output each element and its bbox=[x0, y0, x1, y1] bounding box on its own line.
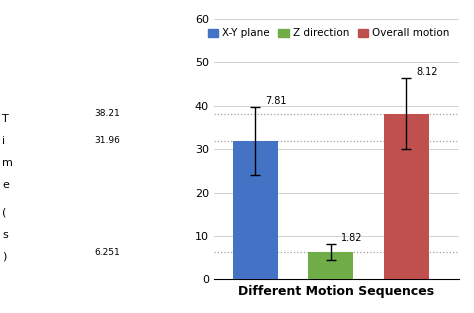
Text: 31.96: 31.96 bbox=[94, 136, 120, 145]
Text: s: s bbox=[2, 230, 8, 240]
Text: T: T bbox=[2, 114, 9, 124]
Bar bbox=[308, 252, 353, 280]
Text: (: ( bbox=[2, 208, 7, 218]
Text: 8.12: 8.12 bbox=[416, 67, 438, 77]
Text: m: m bbox=[2, 158, 13, 168]
Bar bbox=[233, 141, 278, 280]
Text: 6.251: 6.251 bbox=[95, 248, 120, 257]
Text: i: i bbox=[2, 136, 6, 146]
Text: 7.81: 7.81 bbox=[265, 95, 286, 105]
Text: e: e bbox=[2, 180, 9, 190]
X-axis label: Different Motion Sequences: Different Motion Sequences bbox=[238, 285, 434, 298]
Text: 38.21: 38.21 bbox=[95, 109, 120, 118]
Text: 1.82: 1.82 bbox=[340, 233, 362, 243]
Legend: X-Y plane, Z direction, Overall motion: X-Y plane, Z direction, Overall motion bbox=[204, 24, 454, 43]
Text: ): ) bbox=[2, 252, 7, 262]
Bar bbox=[383, 114, 429, 280]
